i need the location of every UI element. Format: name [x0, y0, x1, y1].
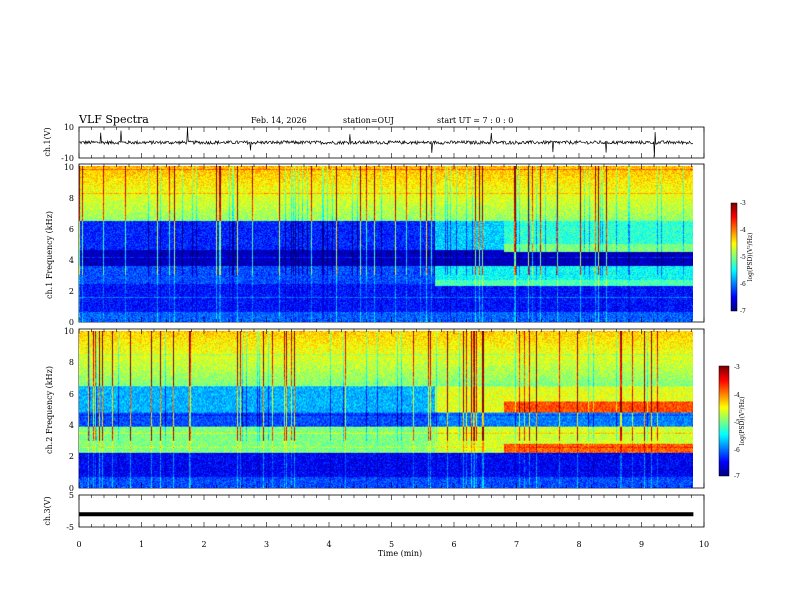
ch3-level-frame [78, 494, 705, 528]
figure-station: station=OUJ [343, 116, 394, 125]
time-axis-tick-label: 6 [451, 540, 456, 549]
ch1-colorbar [731, 203, 737, 311]
time-axis-tick-label: 3 [264, 540, 269, 549]
ch1-cbar-tick-m3: -3 [740, 200, 746, 207]
time-axis-tick-label: 4 [326, 540, 331, 549]
ch3-ytick-bottom: -5 [66, 523, 74, 532]
time-axis-tick-label: 1 [139, 540, 144, 549]
ch3-level-ylabel: ch.3(V) [43, 496, 52, 525]
ch2-spec-ytick-10: 10 [64, 327, 74, 336]
time-axis-tick-label: 10 [699, 540, 709, 549]
figure-title: VLF Spectra [78, 113, 149, 126]
ch1-spec-ytick-6: 6 [69, 225, 74, 234]
ch2-cbar-tick-m3: -3 [734, 364, 740, 371]
ch2-cbar-tick-m6: -6 [734, 447, 740, 454]
ch2-spectrogram-image [79, 331, 693, 488]
ch1-spec-ytick-0: 0 [69, 318, 74, 327]
time-axis-tick-label: 2 [201, 540, 206, 549]
ch2-cbar-tick-m5: -5 [734, 419, 740, 426]
time-axis-tick-label: 7 [514, 540, 519, 549]
time-axis-tick-label: 0 [76, 540, 81, 549]
ch2-colorbar [719, 366, 729, 476]
figure-start-time: start UT = 7 : 0 : 0 [437, 116, 513, 125]
ch2-spec-ytick-6: 6 [69, 390, 74, 399]
ch1-cbar-tick-m7: -7 [740, 308, 746, 315]
ch2-cbar-tick-m4: -4 [734, 392, 740, 399]
ch2-spec-ytick-2: 2 [69, 452, 74, 461]
ch1-ytick-bottom: -10 [61, 154, 74, 163]
ch3-ytick-top: 5 [69, 491, 74, 500]
ch1-spectrogram-ytick-labels: 0 2 4 6 8 10 [64, 163, 74, 327]
ch3-level-ticks [78, 495, 705, 527]
ch2-spectrogram-ytick-labels: 0 2 4 6 8 10 [64, 327, 74, 493]
time-axis-tick-label: 8 [576, 540, 581, 549]
ch1-spectrogram-ticks [78, 164, 705, 322]
ch1-spec-ytick-2: 2 [69, 287, 74, 296]
ch1-waveform-trace [79, 127, 694, 157]
ch1-waveform-panel: 10 -10 ch.1(V) [43, 123, 705, 163]
ch1-waveform-ticks [78, 127, 705, 158]
ch3-level-panel: 5 -5 ch.3(V) [43, 491, 705, 532]
ch2-spec-ytick-8: 8 [69, 358, 74, 367]
ch2-cbar-tick-m7: -7 [734, 473, 740, 480]
ch1-cbar-tick-m5: -5 [740, 254, 746, 261]
ch2-spec-ytick-4: 4 [69, 421, 74, 430]
ch2-spec-ytick-0: 0 [69, 484, 74, 493]
ch1-cbar-tick-m6: -6 [740, 281, 746, 288]
ch1-spectrogram-panel: 0 2 4 6 8 10 ch.1 Frequency (kHz) -3 -4 … [45, 163, 754, 327]
ch2-spectrogram-ylabel: ch.2 Frequency (kHz) [45, 366, 54, 454]
ch1-spectrogram-ylabel: ch.1 Frequency (kHz) [45, 211, 54, 299]
ch2-spectrogram-ticks [78, 329, 705, 488]
ch1-ytick-top: 10 [64, 123, 74, 132]
ch1-waveform-ylabel: ch.1(V) [43, 127, 52, 156]
ch2-spectrogram-panel: 0 2 4 6 8 10 ch.2 Frequency (kHz) -3 -4 … [45, 327, 746, 493]
ch2-colorbar-label: log(PSD)(V²/Hz) [739, 397, 746, 446]
ch1-cbar-tick-m4: -4 [740, 227, 746, 234]
time-axis-tick-labels: 0 1 2 3 4 5 6 7 8 9 10 [76, 540, 709, 549]
figure-date: Feb. 14, 2026 [251, 116, 307, 125]
time-axis-tick-label: 5 [389, 540, 394, 549]
time-axis-label: Time (min) [378, 549, 422, 558]
ch1-spec-ytick-10: 10 [64, 163, 74, 172]
time-axis-tick-label: 9 [639, 540, 644, 549]
ch2-colorbar-frame [718, 365, 730, 477]
ch1-colorbar-frame [730, 202, 738, 312]
ch1-spec-ytick-4: 4 [69, 256, 74, 265]
ch1-spectrogram-image [79, 166, 693, 322]
ch1-spec-ytick-8: 8 [69, 194, 74, 203]
ch1-colorbar-label: log(PSD)(V²/Hz) [747, 233, 754, 282]
